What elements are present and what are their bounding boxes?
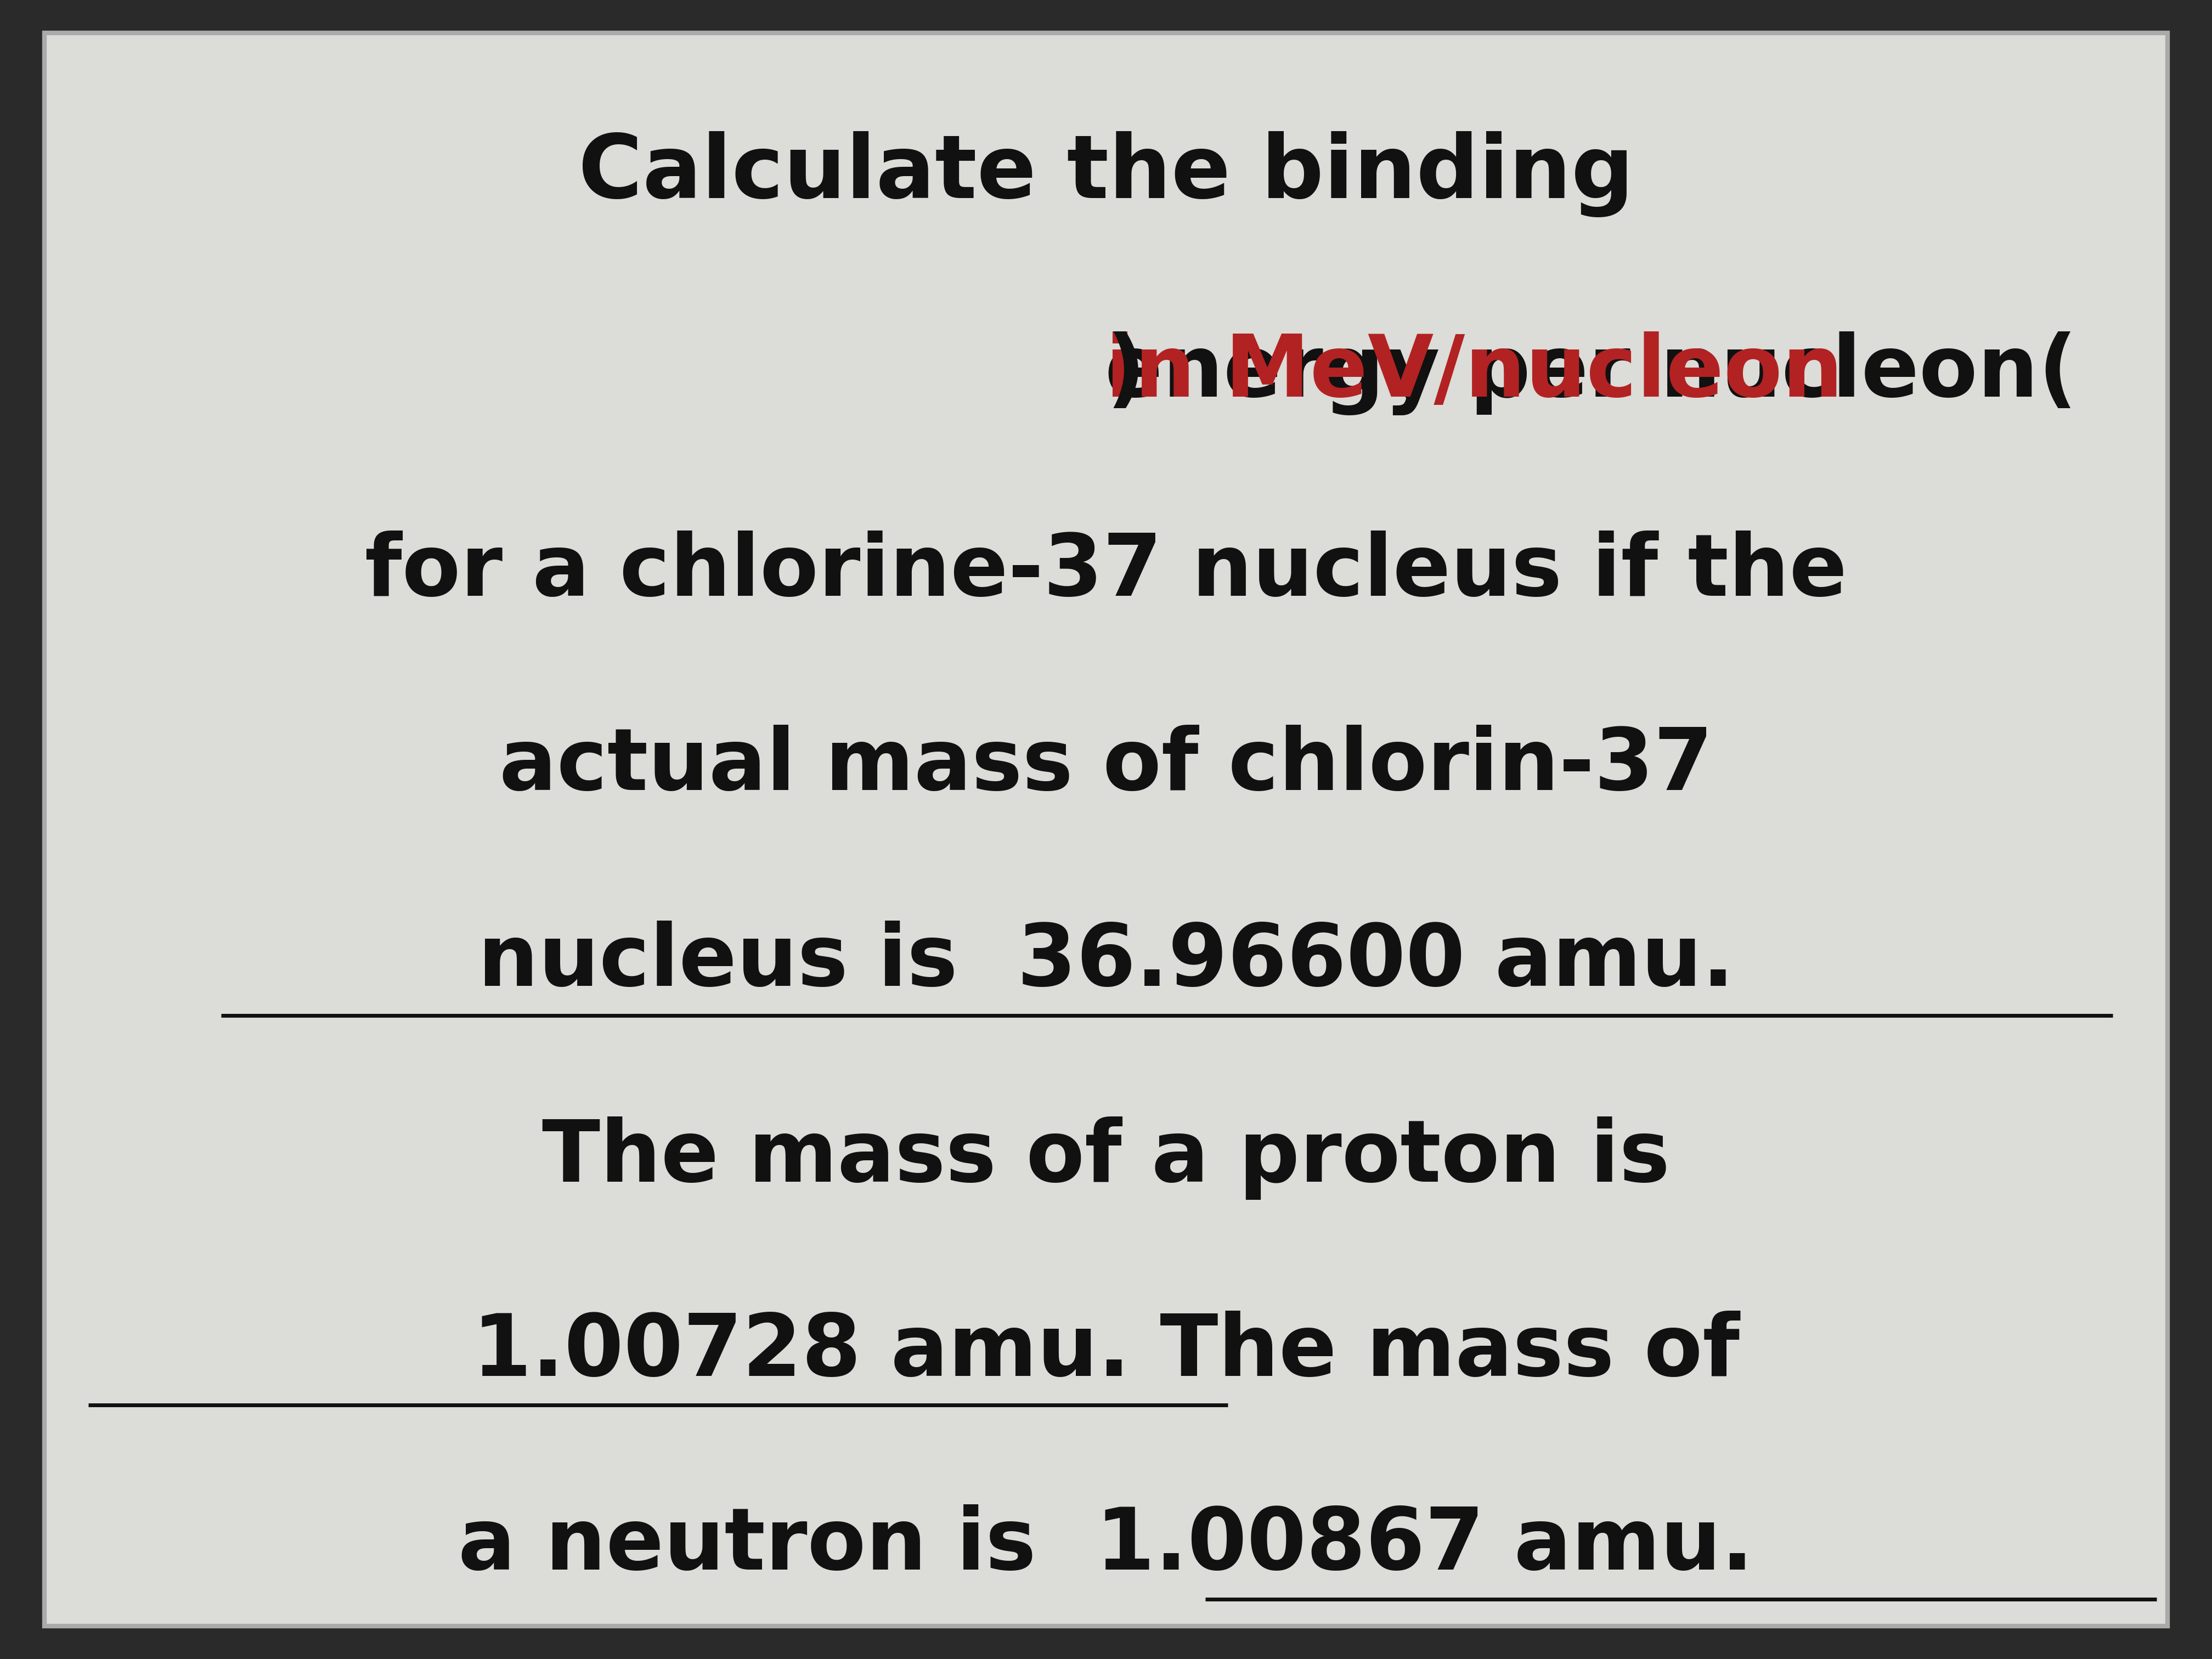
Text: The mass of a proton is: The mass of a proton is [542, 1117, 1670, 1199]
Text: in MeV/nucleon: in MeV/nucleon [1106, 332, 1843, 415]
FancyBboxPatch shape [44, 33, 2168, 1626]
Text: ): ) [1106, 332, 1146, 415]
Text: actual mass of chlorin-37: actual mass of chlorin-37 [500, 725, 1712, 808]
Text: for a chlorine-37 nucleus if the: for a chlorine-37 nucleus if the [365, 531, 1847, 614]
Text: nucleus is  36.96600 amu.: nucleus is 36.96600 amu. [478, 921, 1734, 1004]
Text: Calculate the binding: Calculate the binding [577, 131, 1635, 217]
Text: energy per nucleon(: energy per nucleon( [1106, 332, 2077, 415]
Text: 1.00728 amu. The mass of: 1.00728 amu. The mass of [473, 1311, 1739, 1394]
Text: a neutron is  1.00867 amu.: a neutron is 1.00867 amu. [458, 1505, 1754, 1588]
